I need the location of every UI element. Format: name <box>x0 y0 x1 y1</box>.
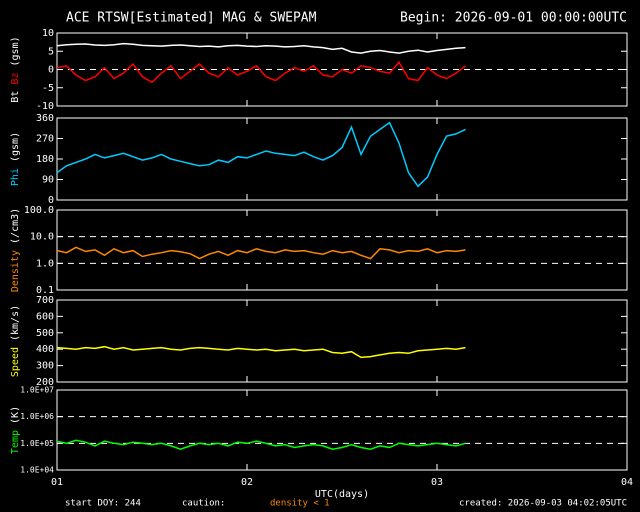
y-label-part: Temp <box>10 430 21 454</box>
y-label-part: Speed <box>10 347 21 377</box>
begin-time: Begin: 2026-09-01 00:00:00UTC <box>400 11 627 26</box>
y-tick-label: 10 <box>42 28 54 39</box>
y-tick-label: 90 <box>42 175 54 186</box>
y-axis-label: Bt Bz (gsm) <box>10 36 21 102</box>
panel-frame <box>56 117 628 201</box>
x-tick-label: 04 <box>621 477 633 488</box>
y-tick-label: -5 <box>42 83 54 94</box>
created-time: created: 2026-09-03 04:02:05UTC <box>459 499 627 509</box>
y-tick-label: 300 <box>36 361 54 372</box>
caution: caution: <box>182 499 225 509</box>
data-line <box>56 345 466 359</box>
x-axis-label: UTC(days) <box>315 489 369 500</box>
y-tick-label: 1.0E+04 <box>20 466 54 475</box>
y-axis-label: Temp (K) <box>10 406 21 454</box>
y-label-part: Phi <box>10 168 21 186</box>
start-doy: start DOY: 244 <box>65 499 141 509</box>
y-tick-label: 5 <box>48 46 54 57</box>
data-line <box>56 42 466 54</box>
data-line <box>56 246 466 260</box>
y-tick-label: 1.0E+06 <box>20 412 54 421</box>
density-note: density < 1 <box>270 499 330 509</box>
y-tick-label: 10.0 <box>30 232 54 243</box>
y-tick-label: 1.0E+05 <box>20 439 54 448</box>
y-label-part: (km/s) <box>10 305 21 341</box>
y-label-part: (/cm3) <box>10 208 21 244</box>
panel-frame <box>56 299 628 383</box>
y-label-part: Bt <box>10 91 21 103</box>
data-line <box>56 60 466 84</box>
chart-title: ACE RTSW[Estimated] MAG & SWEPAM <box>66 11 317 26</box>
x-tick-label: 03 <box>431 477 443 488</box>
y-tick-label: 360 <box>36 113 54 124</box>
y-tick-label: 180 <box>36 154 54 165</box>
y-label-part: Bz <box>10 73 21 85</box>
y-axis-label: Phi (gsm) <box>10 132 21 186</box>
data-line <box>56 121 466 188</box>
y-tick-label: 400 <box>36 344 54 355</box>
y-tick-label: 600 <box>36 311 54 322</box>
y-tick-label: 200 <box>36 377 54 388</box>
data-line <box>56 439 466 450</box>
x-tick-label: 01 <box>51 477 63 488</box>
panel-frame <box>56 209 628 291</box>
y-axis-label: Speed (km/s) <box>10 305 21 377</box>
y-tick-label: -10 <box>36 101 54 112</box>
y-tick-label: 1.0 <box>36 258 54 269</box>
y-tick-label: 100.0 <box>24 205 54 216</box>
y-label-part: (gsm) <box>10 36 21 66</box>
y-tick-label: 1.0E+07 <box>20 386 54 395</box>
y-tick-label: 0 <box>48 65 54 76</box>
y-label-part: (gsm) <box>10 132 21 162</box>
y-tick-label: 700 <box>36 295 54 306</box>
y-tick-label: 0.1 <box>36 285 54 296</box>
y-label-part: Density <box>10 250 21 292</box>
y-label-part: (K) <box>10 406 21 424</box>
y-tick-label: 270 <box>36 134 54 145</box>
y-axis-label: Density (/cm3) <box>10 208 21 292</box>
panel-frame <box>56 389 628 471</box>
x-tick-label: 02 <box>241 477 253 488</box>
y-tick-label: 500 <box>36 328 54 339</box>
y-tick-label: 0 <box>48 195 54 206</box>
